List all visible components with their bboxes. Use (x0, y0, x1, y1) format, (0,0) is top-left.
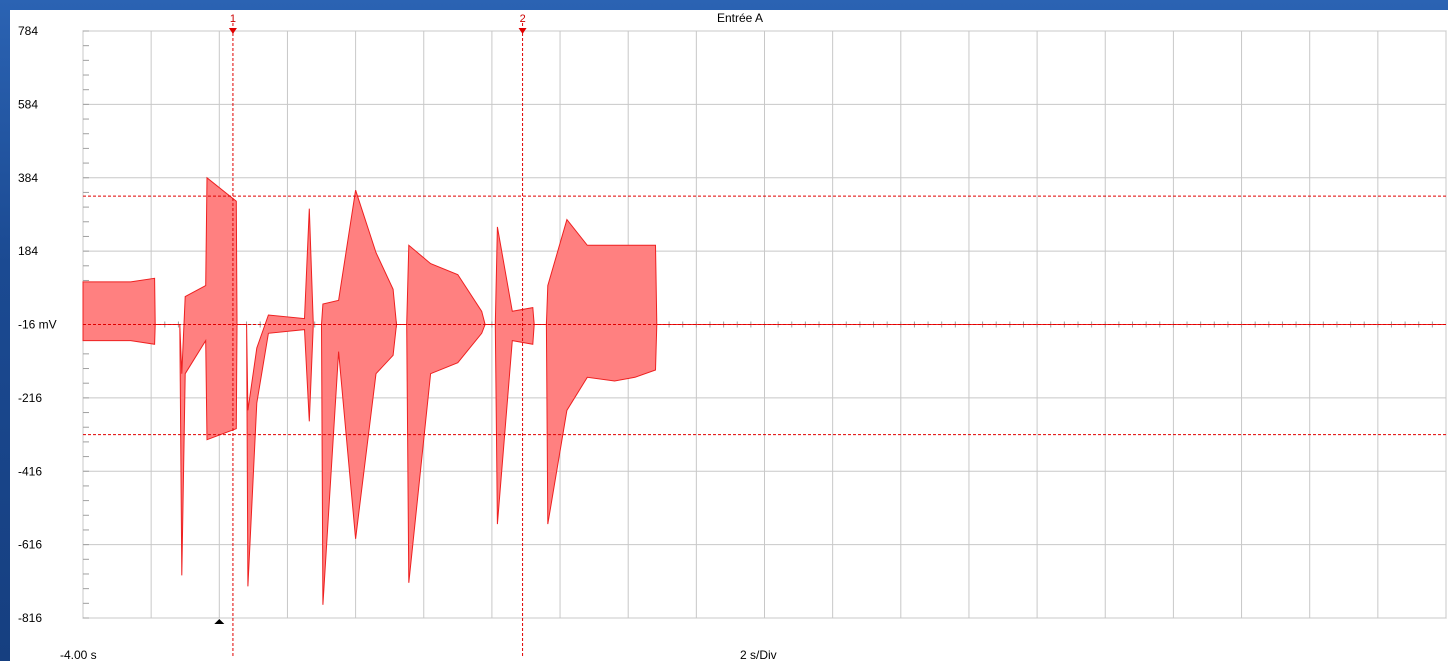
y-tick-label: 584 (18, 97, 38, 111)
cursor-2-label: 2 (520, 13, 526, 25)
y-tick-label: -816 (18, 611, 42, 625)
chart-title: Entrée A (717, 11, 763, 25)
y-tick-label: -416 (18, 464, 42, 478)
trigger-marker (214, 619, 225, 624)
cursor-1-marker (228, 28, 237, 34)
cursor-2-marker (518, 28, 527, 34)
signal-envelope (82, 176, 1446, 605)
cursor-1-label: 1 (230, 13, 236, 25)
x-start-label: -4.00 s (60, 648, 97, 661)
y-tick-label: 784 (18, 24, 38, 38)
y-tick-label: -16 mV (18, 318, 57, 332)
y-tick-label: 384 (18, 171, 38, 185)
x-axis-label: 2 s/Div (740, 648, 777, 661)
y-tick-label: 184 (18, 244, 38, 258)
signal-trace (82, 176, 1446, 605)
y-tick-label: -216 (18, 391, 42, 405)
axis-labels: 784 584 384 184 -16 mV -216 -416 -616 -816 (18, 24, 57, 625)
y-tick-label: -616 (18, 538, 42, 552)
